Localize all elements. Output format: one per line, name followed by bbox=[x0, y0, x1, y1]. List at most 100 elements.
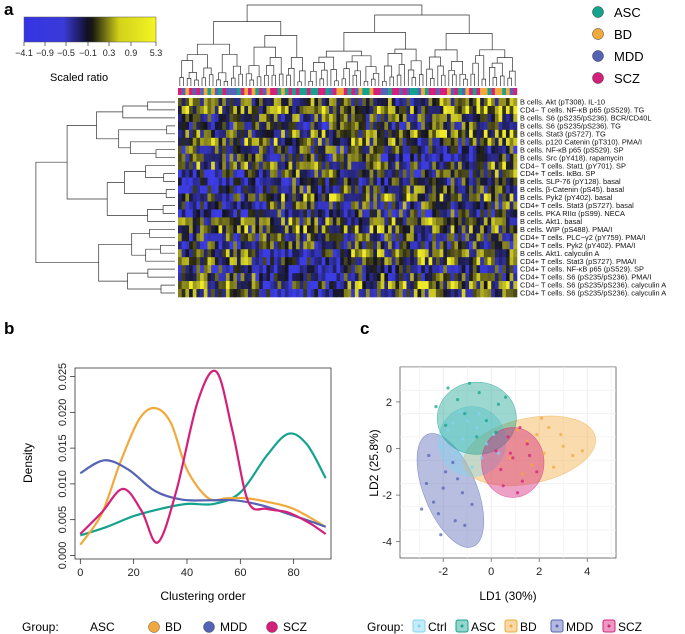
heatmap-cell bbox=[229, 249, 234, 258]
heatmap-cell bbox=[189, 257, 194, 266]
heatmap-cell bbox=[295, 201, 300, 210]
heatmap-cell bbox=[340, 113, 345, 123]
heatmap-cell bbox=[487, 153, 492, 162]
heatmap-cell bbox=[469, 169, 474, 178]
heatmap-cell bbox=[417, 209, 422, 218]
heatmap-cell bbox=[480, 265, 485, 274]
heatmap-cell bbox=[332, 169, 337, 178]
heatmap-cell bbox=[185, 169, 190, 178]
heatmap-cell bbox=[325, 105, 330, 115]
heatmap-cell bbox=[494, 273, 499, 282]
heatmap-cell bbox=[332, 209, 337, 218]
heatmap-cell bbox=[214, 177, 219, 186]
heatmap-cell bbox=[413, 289, 418, 298]
heatmap-cell bbox=[347, 265, 352, 274]
heatmap-cell bbox=[402, 241, 407, 250]
heatmap-cell bbox=[410, 153, 415, 162]
heatmap-cell bbox=[410, 209, 415, 218]
heatmap-cell bbox=[229, 289, 234, 298]
heatmap-cell bbox=[465, 153, 470, 162]
heatmap-cell bbox=[281, 289, 286, 298]
heatmap-cell bbox=[251, 105, 256, 115]
heatmap-cell bbox=[211, 249, 216, 258]
heatmap-cell bbox=[196, 98, 201, 107]
heatmap-cell bbox=[303, 129, 308, 139]
heatmap-cell bbox=[509, 273, 514, 282]
heatmap-cell bbox=[251, 209, 256, 218]
heatmap-cell bbox=[487, 137, 492, 147]
heatmap-cell bbox=[365, 209, 370, 218]
heatmap-cell bbox=[244, 201, 249, 210]
heatmap-cell bbox=[329, 153, 334, 162]
heatmap-cell bbox=[461, 98, 466, 107]
heatmap-cell bbox=[483, 113, 488, 123]
heatmap-cell bbox=[369, 209, 374, 218]
heatmap-cell bbox=[299, 161, 304, 170]
heatmap-cell bbox=[244, 137, 249, 147]
heatmap-cell bbox=[340, 289, 345, 298]
heatmap-cell bbox=[203, 185, 208, 194]
heatmap-cell bbox=[222, 161, 227, 170]
heatmap-cell bbox=[446, 145, 451, 155]
heatmap-cell bbox=[236, 169, 241, 178]
heatmap-cell bbox=[295, 193, 300, 202]
heatmap-cell bbox=[192, 209, 197, 218]
heatmap-cell bbox=[225, 217, 230, 226]
heatmap-cell bbox=[380, 105, 385, 115]
heatmap-cell bbox=[303, 233, 308, 242]
heatmap-cell bbox=[284, 193, 289, 202]
colorbar-tick-label: −0.5 bbox=[57, 48, 75, 58]
heatmap-cell bbox=[266, 201, 271, 210]
column-group-cell bbox=[347, 88, 352, 95]
density-legend-label-mdd: MDD bbox=[220, 620, 248, 634]
heatmap-cell bbox=[270, 145, 275, 155]
heatmap-cell bbox=[318, 225, 322, 234]
heatmap-cell bbox=[288, 217, 293, 226]
heatmap-cell bbox=[428, 105, 433, 115]
heatmap-cell bbox=[483, 265, 488, 274]
heatmap-cell bbox=[465, 121, 470, 131]
heatmap-cell bbox=[340, 105, 345, 115]
heatmap-cell bbox=[321, 193, 326, 202]
heatmap-cell bbox=[200, 217, 205, 226]
heatmap-cell bbox=[314, 161, 319, 170]
heatmap-cell bbox=[314, 265, 319, 274]
heatmap-cell bbox=[259, 249, 264, 258]
column-group-cell bbox=[192, 88, 197, 95]
heatmap-cell bbox=[428, 209, 433, 218]
heatmap-cell bbox=[236, 105, 241, 115]
heatmap-cell bbox=[413, 153, 418, 162]
heatmap-cell bbox=[203, 281, 208, 290]
heatmap-cell bbox=[203, 153, 208, 162]
column-dendrogram-link bbox=[223, 81, 229, 86]
heatmap-cell bbox=[240, 121, 245, 131]
heatmap-cell bbox=[218, 201, 223, 210]
column-group-cell bbox=[384, 88, 389, 95]
heatmap-cell bbox=[244, 241, 249, 250]
heatmap-cell bbox=[299, 241, 304, 250]
column-group-cell bbox=[461, 88, 466, 95]
heatmap-cell bbox=[388, 177, 393, 186]
heatmap-cell bbox=[494, 137, 499, 147]
heatmap-cell bbox=[472, 145, 477, 155]
heatmap-cell bbox=[388, 217, 393, 226]
heatmap-cell bbox=[189, 233, 194, 242]
heatmap-cell bbox=[207, 105, 212, 115]
heatmap-cell bbox=[413, 265, 418, 274]
heatmap-cell bbox=[376, 169, 381, 178]
heatmap-cell bbox=[428, 98, 433, 107]
heatmap-cell bbox=[340, 265, 345, 274]
heatmap-cell bbox=[273, 121, 278, 131]
heatmap-cell bbox=[270, 281, 275, 290]
heatmap-cell bbox=[325, 225, 330, 234]
heatmap-cell bbox=[314, 281, 319, 290]
heatmap-cell bbox=[354, 153, 359, 162]
column-group-cell bbox=[292, 88, 297, 95]
heatmap-cell bbox=[358, 98, 363, 107]
heatmap-cell bbox=[273, 113, 278, 123]
heatmap-cell bbox=[211, 233, 216, 242]
heatmap-cell bbox=[336, 153, 341, 162]
heatmap-cell bbox=[476, 225, 481, 234]
heatmap-cell bbox=[321, 177, 326, 186]
heatmap-cell bbox=[494, 169, 499, 178]
